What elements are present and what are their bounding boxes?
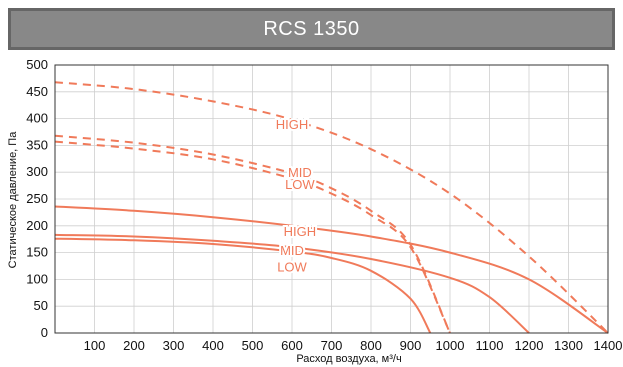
series-line-solid-low — [54, 237, 432, 334]
x-tick-label: 1100 — [476, 338, 504, 353]
x-tick-label: 600 — [281, 338, 303, 353]
axes: 0 50 100 150 200 250 300 350 400 450 500 100 200 300 4… — [26, 57, 622, 353]
series-curves — [54, 81, 609, 334]
x-tick-label: 900 — [400, 338, 422, 353]
y-tick-label: 400 — [26, 111, 48, 126]
series-label-solid-low: LOW — [277, 260, 307, 275]
series-label-dashed-high: HIGH — [276, 117, 309, 132]
y-tick-label: 50 — [34, 298, 48, 313]
x-tick-label: 1300 — [554, 338, 583, 353]
x-tick-label: 100 — [84, 338, 106, 353]
title-bar: RCS 1350 — [8, 8, 615, 50]
y-axis-title: Статическое давление, Па — [7, 131, 19, 269]
x-axis-title: Расход воздуха, м³/ч — [296, 353, 401, 365]
chart-title: RCS 1350 — [263, 17, 360, 40]
x-tick-label: 1000 — [436, 338, 465, 353]
x-tick-label: 800 — [360, 338, 382, 353]
y-tick-label: 450 — [26, 84, 48, 99]
grid — [55, 64, 609, 334]
series-label-solid-high: HIGH — [284, 224, 317, 239]
series-line-solid-mid — [54, 233, 530, 334]
y-tick-label: 350 — [26, 137, 48, 152]
title-panel: RCS 1350 — [11, 11, 612, 47]
series-label-dashed-low: LOW — [285, 177, 315, 192]
y-tick-label: 0 — [41, 325, 48, 340]
series-line-dashed-high — [54, 81, 609, 334]
series-label-dashed-mid: MID — [288, 165, 312, 180]
x-tick-label: 500 — [242, 338, 264, 353]
series-line-solid-high — [54, 205, 609, 334]
x-tick-label: 1400 — [594, 338, 623, 353]
series-line-dashed-low — [54, 140, 451, 334]
x-tick-label: 300 — [163, 338, 185, 353]
y-tick-label: 250 — [26, 191, 48, 206]
x-tick-label: 400 — [202, 338, 224, 353]
y-tick-label: 300 — [26, 164, 48, 179]
series-label-solid-mid: MID — [280, 243, 304, 258]
y-tick-label: 100 — [26, 271, 48, 286]
y-tick-label: 500 — [26, 57, 48, 72]
plot-frame — [54, 64, 609, 334]
y-tick-label: 200 — [26, 218, 48, 233]
y-tick-label: 150 — [26, 245, 48, 260]
x-tick-label: 200 — [123, 338, 145, 353]
x-tick-label: 1200 — [515, 338, 544, 353]
x-tick-label: 700 — [321, 338, 343, 353]
